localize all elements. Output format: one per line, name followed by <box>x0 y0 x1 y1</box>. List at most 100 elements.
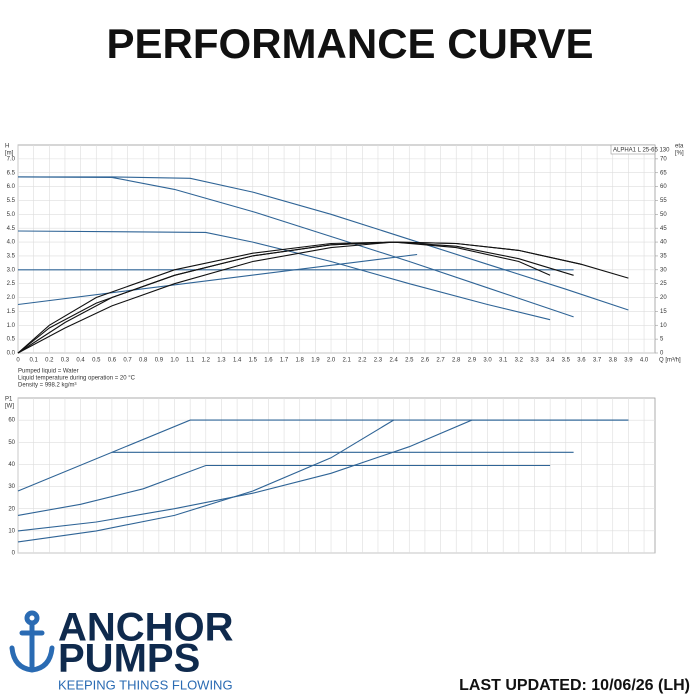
y-tick-label: 30 <box>8 484 15 490</box>
x-tick-label: 4.0 <box>640 358 649 364</box>
x-tick-label: 2.4 <box>389 358 398 364</box>
curve <box>17 230 551 321</box>
curve <box>18 176 629 311</box>
page-title: PERFORMANCE CURVE <box>107 20 594 67</box>
logo-line2: PUMPS <box>58 637 200 681</box>
y-tick-label: 3.0 <box>7 267 16 273</box>
y-tick-label: 4.5 <box>7 226 16 232</box>
y-tick-label: 10 <box>8 528 15 534</box>
curve <box>17 253 418 306</box>
y2-tick-label: 70 <box>660 156 667 162</box>
y-tick-label: 6.0 <box>7 184 16 190</box>
y2-tick-label: 30 <box>660 267 667 273</box>
y-axis-label: [W] <box>5 404 14 410</box>
curve <box>17 419 394 543</box>
plot-area <box>17 144 656 354</box>
x-tick-label: 1.0 <box>170 358 179 364</box>
curve <box>17 176 574 318</box>
x-tick-label: 0.1 <box>29 358 38 364</box>
x-tick-label: 1.1 <box>186 358 195 364</box>
y2-tick-label: 50 <box>660 212 667 218</box>
logo-line1: ANCHOR <box>58 606 234 650</box>
y2-tick-label: 15 <box>660 309 667 315</box>
x-tick-label: 2.2 <box>358 358 367 364</box>
model-box <box>610 144 656 155</box>
plot-area <box>17 397 656 554</box>
x-tick-label: 3.4 <box>546 358 555 364</box>
x-tick-label: 3.7 <box>593 358 602 364</box>
y-tick-label: 3.5 <box>7 254 16 260</box>
x-tick-label: 1.2 <box>202 358 211 364</box>
y2-tick-label: 60 <box>660 184 667 190</box>
y-tick-label: 2.0 <box>7 295 16 301</box>
y2-tick-label: 10 <box>660 323 667 329</box>
x-tick-label: 0.2 <box>45 358 54 364</box>
note: Liquid temperature during operation = 20… <box>18 376 136 382</box>
y-tick-label: 60 <box>8 418 15 424</box>
y2-tick-label: 45 <box>660 226 667 232</box>
y-tick-label: 1.0 <box>7 323 16 329</box>
y2-tick-label: 65 <box>660 170 667 176</box>
x-tick-label: 3.8 <box>609 358 618 364</box>
curve <box>17 419 629 532</box>
x-tick-label: 2.5 <box>405 358 414 364</box>
x-axis-label: Q [m³/h] <box>659 358 681 364</box>
logo-icon <box>9 610 55 673</box>
y-tick-label: 6.5 <box>7 170 16 176</box>
y-axis-label: P1 <box>5 397 13 403</box>
x-tick-label: 3.0 <box>483 358 492 364</box>
x-tick-label: 0.4 <box>76 358 85 364</box>
y-tick-label: 2.5 <box>7 281 16 287</box>
x-tick-label: 1.3 <box>217 358 226 364</box>
y-axis-label: [m] <box>5 151 14 157</box>
y-tick-label: 0 <box>12 551 16 557</box>
x-tick-label: 1.7 <box>280 358 289 364</box>
x-tick-label: 0.8 <box>139 358 148 364</box>
y2-tick-label: 5 <box>660 337 664 343</box>
note: Pumped liquid = Water <box>18 369 79 375</box>
y2-axis-label: [%] <box>675 151 684 157</box>
x-tick-label: 0.9 <box>155 358 164 364</box>
x-tick-label: 0.5 <box>92 358 101 364</box>
y-tick-label: 0.0 <box>7 351 16 357</box>
x-tick-label: 3.5 <box>562 358 571 364</box>
x-tick-label: 1.6 <box>264 358 273 364</box>
y2-axis-label: eta <box>675 144 684 150</box>
curve <box>17 241 582 354</box>
model-label: ALPHA1 L 25-65 130 <box>613 148 670 154</box>
logo-tagline: KEEPING THINGS FLOWING <box>58 677 233 692</box>
y2-tick-label: 0 <box>660 351 664 357</box>
y-tick-label: 5.0 <box>7 212 16 218</box>
y-axis-label: H <box>5 144 9 150</box>
x-tick-label: 3.3 <box>530 358 539 364</box>
y-tick-label: 1.5 <box>7 309 16 315</box>
note: Density = 998.2 kg/m³ <box>18 383 77 389</box>
y2-tick-label: 25 <box>660 281 667 287</box>
x-tick-label: 3.9 <box>624 358 633 364</box>
y2-tick-label: 55 <box>660 198 667 204</box>
y-tick-label: 4.0 <box>7 240 16 246</box>
x-tick-label: 1.8 <box>296 358 305 364</box>
y-tick-label: 50 <box>8 440 15 446</box>
x-tick-label: 2.7 <box>436 358 445 364</box>
x-tick-label: 0.7 <box>123 358 132 364</box>
x-tick-label: 1.4 <box>233 358 242 364</box>
x-tick-label: 2.8 <box>452 358 461 364</box>
x-tick-label: 2.9 <box>468 358 477 364</box>
y2-tick-label: 35 <box>660 254 667 260</box>
x-tick-label: 2.0 <box>327 358 336 364</box>
x-tick-label: 0.6 <box>108 358 117 364</box>
x-tick-label: 2.6 <box>421 358 430 364</box>
x-tick-label: 2.1 <box>343 358 352 364</box>
curve <box>17 464 551 516</box>
y-tick-label: 0.5 <box>7 337 16 343</box>
x-tick-label: 0 <box>16 358 20 364</box>
y-tick-label: 40 <box>8 462 15 468</box>
x-tick-label: 3.1 <box>499 358 508 364</box>
y-tick-label: 7.0 <box>7 156 16 162</box>
x-tick-label: 0.3 <box>61 358 70 364</box>
x-tick-label: 1.9 <box>311 358 320 364</box>
x-tick-label: 1.5 <box>249 358 258 364</box>
y-tick-label: 5.5 <box>7 198 16 204</box>
